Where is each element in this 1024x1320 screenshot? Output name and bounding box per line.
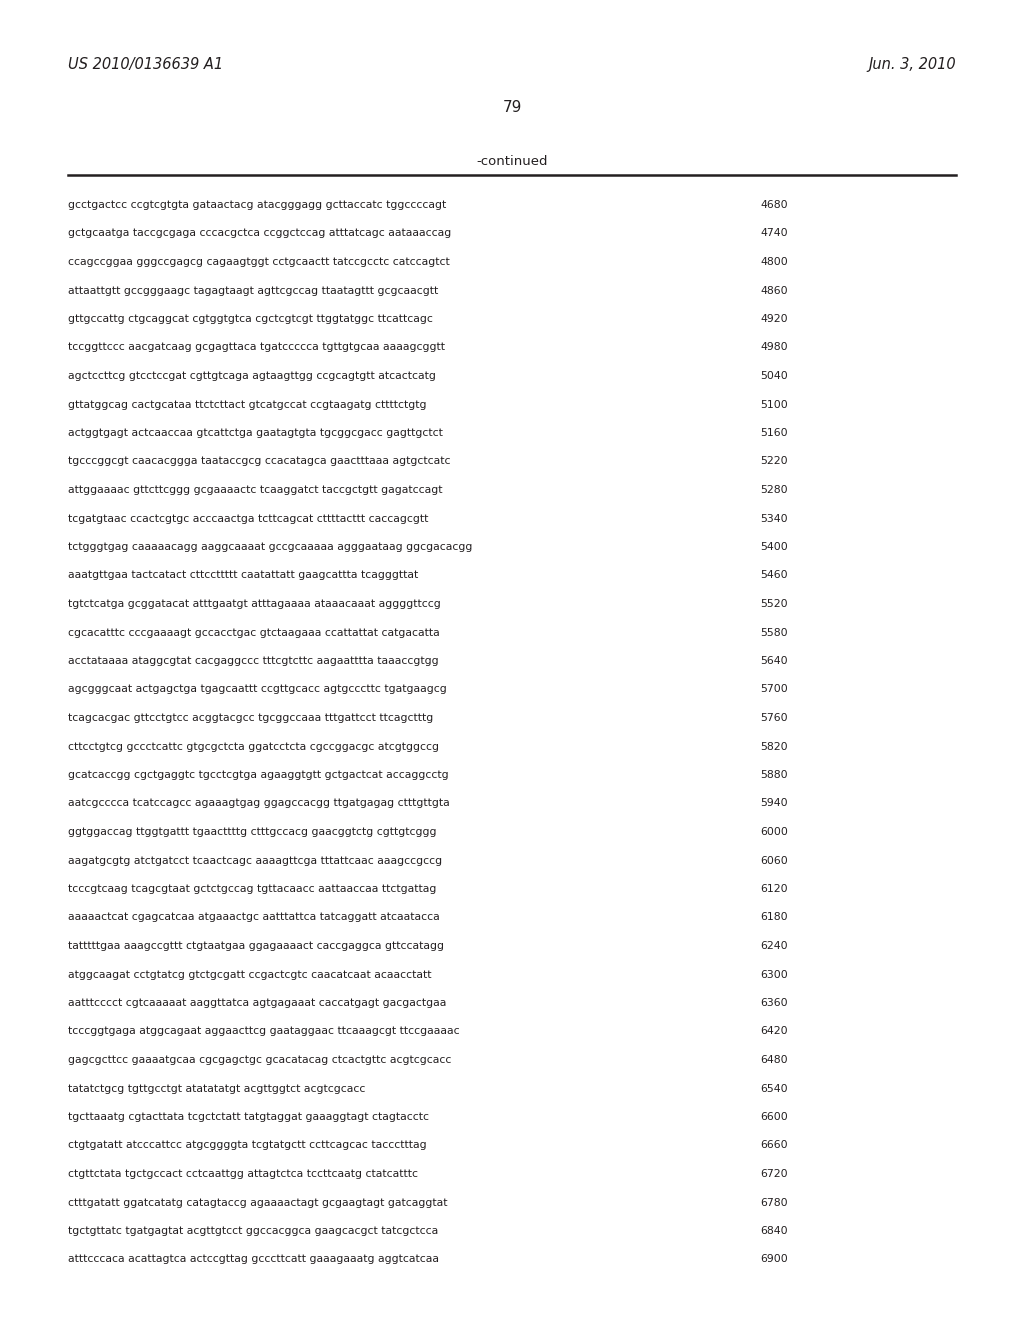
Text: 6120: 6120 <box>760 884 787 894</box>
Text: 6600: 6600 <box>760 1111 787 1122</box>
Text: 5340: 5340 <box>760 513 787 524</box>
Text: 5040: 5040 <box>760 371 787 381</box>
Text: cgcacatttc cccgaaaagt gccacctgac gtctaagaaa ccattattat catgacatta: cgcacatttc cccgaaaagt gccacctgac gtctaag… <box>68 627 439 638</box>
Text: 5100: 5100 <box>760 400 787 409</box>
Text: 5220: 5220 <box>760 457 787 466</box>
Text: ggtggaccag ttggtgattt tgaacttttg ctttgccacg gaacggtctg cgttgtcggg: ggtggaccag ttggtgattt tgaacttttg ctttgcc… <box>68 828 436 837</box>
Text: 6000: 6000 <box>760 828 787 837</box>
Text: aaatgttgaa tactcatact cttccttttt caatattatt gaagcattta tcagggttat: aaatgttgaa tactcatact cttccttttt caatatt… <box>68 570 418 581</box>
Text: 4680: 4680 <box>760 201 787 210</box>
Text: 6180: 6180 <box>760 912 787 923</box>
Text: atggcaagat cctgtatcg gtctgcgatt ccgactcgtc caacatcaat acaacctatt: atggcaagat cctgtatcg gtctgcgatt ccgactcg… <box>68 969 431 979</box>
Text: acctataaaa ataggcgtat cacgaggccc tttcgtcttc aagaatttta taaaccgtgg: acctataaaa ataggcgtat cacgaggccc tttcgtc… <box>68 656 438 667</box>
Text: 5580: 5580 <box>760 627 787 638</box>
Text: tatatctgcg tgttgcctgt atatatatgt acgttggtct acgtcgcacc: tatatctgcg tgttgcctgt atatatatgt acgttgg… <box>68 1084 366 1093</box>
Text: 6420: 6420 <box>760 1027 787 1036</box>
Text: 5640: 5640 <box>760 656 787 667</box>
Text: aatcgcccca tcatccagcc agaaagtgag ggagccacgg ttgatgagag ctttgttgta: aatcgcccca tcatccagcc agaaagtgag ggagcca… <box>68 799 450 808</box>
Text: 5940: 5940 <box>760 799 787 808</box>
Text: 5400: 5400 <box>760 543 787 552</box>
Text: tcccgtcaag tcagcgtaat gctctgccag tgttacaacc aattaaccaa ttctgattag: tcccgtcaag tcagcgtaat gctctgccag tgttaca… <box>68 884 436 894</box>
Text: Jun. 3, 2010: Jun. 3, 2010 <box>868 57 956 73</box>
Text: 6840: 6840 <box>760 1226 787 1236</box>
Text: 5280: 5280 <box>760 484 787 495</box>
Text: 5820: 5820 <box>760 742 787 751</box>
Text: 4740: 4740 <box>760 228 787 239</box>
Text: gctgcaatga taccgcgaga cccacgctca ccggctccag atttatcagc aataaaccag: gctgcaatga taccgcgaga cccacgctca ccggctc… <box>68 228 452 239</box>
Text: 5760: 5760 <box>760 713 787 723</box>
Text: 6060: 6060 <box>760 855 787 866</box>
Text: aatttcccct cgtcaaaaat aaggttatca agtgagaaat caccatgagt gacgactgaa: aatttcccct cgtcaaaaat aaggttatca agtgaga… <box>68 998 446 1008</box>
Text: tcgatgtaac ccactcgtgc acccaactga tcttcagcat cttttacttt caccagcgtt: tcgatgtaac ccactcgtgc acccaactga tcttcag… <box>68 513 428 524</box>
Text: ctgtgatatt atcccattcc atgcggggta tcgtatgctt ccttcagcac taccctttag: ctgtgatatt atcccattcc atgcggggta tcgtatg… <box>68 1140 427 1151</box>
Text: agctccttcg gtcctccgat cgttgtcaga agtaagttgg ccgcagtgtt atcactcatg: agctccttcg gtcctccgat cgttgtcaga agtaagt… <box>68 371 436 381</box>
Text: 6720: 6720 <box>760 1170 787 1179</box>
Text: 6300: 6300 <box>760 969 787 979</box>
Text: 5460: 5460 <box>760 570 787 581</box>
Text: agcgggcaat actgagctga tgagcaattt ccgttgcacc agtgcccttc tgatgaagcg: agcgggcaat actgagctga tgagcaattt ccgttgc… <box>68 685 446 694</box>
Text: 5520: 5520 <box>760 599 787 609</box>
Text: actggtgagt actcaaccaa gtcattctga gaatagtgta tgcggcgacc gagttgctct: actggtgagt actcaaccaa gtcattctga gaatagt… <box>68 428 442 438</box>
Text: tcccggtgaga atggcagaat aggaacttcg gaataggaac ttcaaagcgt ttccgaaaac: tcccggtgaga atggcagaat aggaacttcg gaatag… <box>68 1027 460 1036</box>
Text: tcagcacgac gttcctgtcc acggtacgcc tgcggccaaa tttgattcct ttcagctttg: tcagcacgac gttcctgtcc acggtacgcc tgcggcc… <box>68 713 433 723</box>
Text: -continued: -continued <box>476 154 548 168</box>
Text: 4920: 4920 <box>760 314 787 323</box>
Text: 6480: 6480 <box>760 1055 787 1065</box>
Text: 6360: 6360 <box>760 998 787 1008</box>
Text: tgcttaaatg cgtacttata tcgctctatt tatgtaggat gaaaggtagt ctagtacctc: tgcttaaatg cgtacttata tcgctctatt tatgtag… <box>68 1111 429 1122</box>
Text: gagcgcttcc gaaaatgcaa cgcgagctgc gcacatacag ctcactgttc acgtcgcacc: gagcgcttcc gaaaatgcaa cgcgagctgc gcacata… <box>68 1055 452 1065</box>
Text: 79: 79 <box>503 100 521 115</box>
Text: 6540: 6540 <box>760 1084 787 1093</box>
Text: aaaaactcat cgagcatcaa atgaaactgc aatttattca tatcaggatt atcaatacca: aaaaactcat cgagcatcaa atgaaactgc aatttat… <box>68 912 439 923</box>
Text: gcatcaccgg cgctgaggtc tgcctcgtga agaaggtgtt gctgactcat accaggcctg: gcatcaccgg cgctgaggtc tgcctcgtga agaaggt… <box>68 770 449 780</box>
Text: 6900: 6900 <box>760 1254 787 1265</box>
Text: tccggttccc aacgatcaag gcgagttaca tgatccccca tgttgtgcaa aaaagcggtt: tccggttccc aacgatcaag gcgagttaca tgatccc… <box>68 342 445 352</box>
Text: atttcccaca acattagtca actccgttag gcccttcatt gaaagaaatg aggtcatcaa: atttcccaca acattagtca actccgttag gcccttc… <box>68 1254 439 1265</box>
Text: 5880: 5880 <box>760 770 787 780</box>
Text: 6780: 6780 <box>760 1197 787 1208</box>
Text: 5160: 5160 <box>760 428 787 438</box>
Text: 6660: 6660 <box>760 1140 787 1151</box>
Text: 4800: 4800 <box>760 257 787 267</box>
Text: US 2010/0136639 A1: US 2010/0136639 A1 <box>68 57 223 73</box>
Text: tctgggtgag caaaaacagg aaggcaaaat gccgcaaaaa agggaataag ggcgacacgg: tctgggtgag caaaaacagg aaggcaaaat gccgcaa… <box>68 543 472 552</box>
Text: tgtctcatga gcggatacat atttgaatgt atttagaaaa ataaacaaat aggggttccg: tgtctcatga gcggatacat atttgaatgt atttaga… <box>68 599 440 609</box>
Text: 6240: 6240 <box>760 941 787 950</box>
Text: gcctgactcc ccgtcgtgta gataactacg atacgggagg gcttaccatc tggccccagt: gcctgactcc ccgtcgtgta gataactacg atacggg… <box>68 201 446 210</box>
Text: gttgccattg ctgcaggcat cgtggtgtca cgctcgtcgt ttggtatggc ttcattcagc: gttgccattg ctgcaggcat cgtggtgtca cgctcgt… <box>68 314 433 323</box>
Text: ctttgatatt ggatcatatg catagtaccg agaaaactagt gcgaagtagt gatcaggtat: ctttgatatt ggatcatatg catagtaccg agaaaac… <box>68 1197 447 1208</box>
Text: tgcccggcgt caacacggga taataccgcg ccacatagca gaactttaaa agtgctcatc: tgcccggcgt caacacggga taataccgcg ccacata… <box>68 457 451 466</box>
Text: ccagccggaa gggccgagcg cagaagtggt cctgcaactt tatccgcctc catccagtct: ccagccggaa gggccgagcg cagaagtggt cctgcaa… <box>68 257 450 267</box>
Text: aagatgcgtg atctgatcct tcaactcagc aaaagttcga tttattcaac aaagccgccg: aagatgcgtg atctgatcct tcaactcagc aaaagtt… <box>68 855 442 866</box>
Text: ctgttctata tgctgccact cctcaattgg attagtctca tccttcaatg ctatcatttc: ctgttctata tgctgccact cctcaattgg attagtc… <box>68 1170 418 1179</box>
Text: gttatggcag cactgcataa ttctcttact gtcatgccat ccgtaagatg cttttctgtg: gttatggcag cactgcataa ttctcttact gtcatgc… <box>68 400 427 409</box>
Text: tgctgttatc tgatgagtat acgttgtcct ggccacggca gaagcacgct tatcgctcca: tgctgttatc tgatgagtat acgttgtcct ggccacg… <box>68 1226 438 1236</box>
Text: 4980: 4980 <box>760 342 787 352</box>
Text: tatttttgaa aaagccgttt ctgtaatgaa ggagaaaact caccgaggca gttccatagg: tatttttgaa aaagccgttt ctgtaatgaa ggagaaa… <box>68 941 444 950</box>
Text: 5700: 5700 <box>760 685 787 694</box>
Text: attggaaaac gttcttcggg gcgaaaactc tcaaggatct taccgctgtt gagatccagt: attggaaaac gttcttcggg gcgaaaactc tcaagga… <box>68 484 442 495</box>
Text: attaattgtt gccgggaagc tagagtaagt agttcgccag ttaatagttt gcgcaacgtt: attaattgtt gccgggaagc tagagtaagt agttcgc… <box>68 285 438 296</box>
Text: 4860: 4860 <box>760 285 787 296</box>
Text: cttcctgtcg gccctcattc gtgcgctcta ggatcctcta cgccggacgc atcgtggccg: cttcctgtcg gccctcattc gtgcgctcta ggatcct… <box>68 742 439 751</box>
